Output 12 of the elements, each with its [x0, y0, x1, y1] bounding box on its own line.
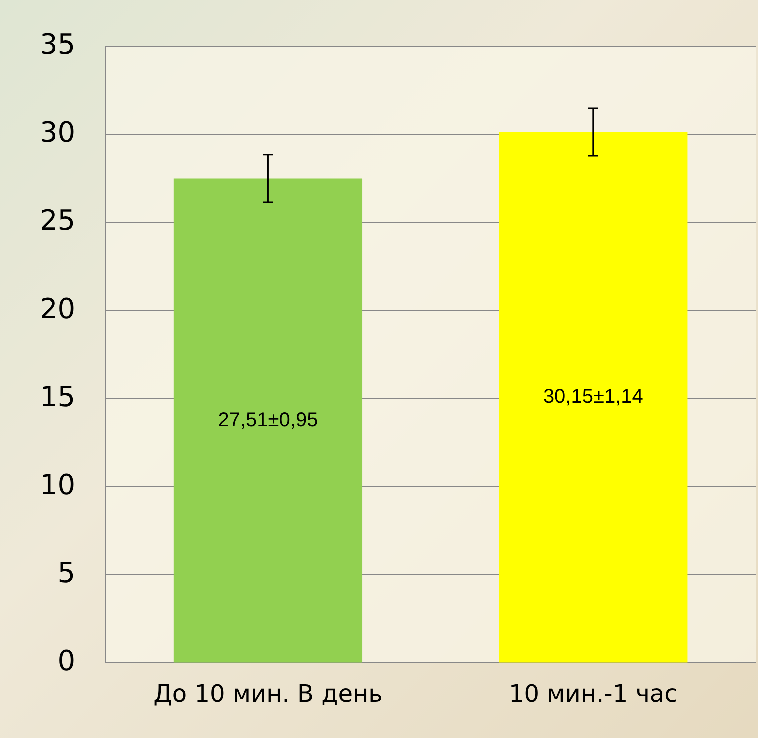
y-tick-label: 35 — [40, 28, 76, 62]
y-tick-label: 10 — [40, 468, 76, 502]
data-label: 27,51±0,95 — [218, 409, 318, 432]
x-tick-label: До 10 мин. В день — [154, 680, 383, 708]
x-tick-label: 10 мин.-1 час — [508, 680, 678, 708]
y-tick-label: 15 — [40, 380, 76, 414]
y-tick-label: 0 — [58, 644, 76, 678]
y-tick-label: 20 — [40, 292, 76, 326]
data-label: 30,15±1,14 — [543, 386, 644, 408]
y-tick-label: 30 — [40, 116, 76, 150]
y-tick-label: 25 — [40, 204, 76, 238]
y-tick-label: 5 — [58, 556, 76, 590]
